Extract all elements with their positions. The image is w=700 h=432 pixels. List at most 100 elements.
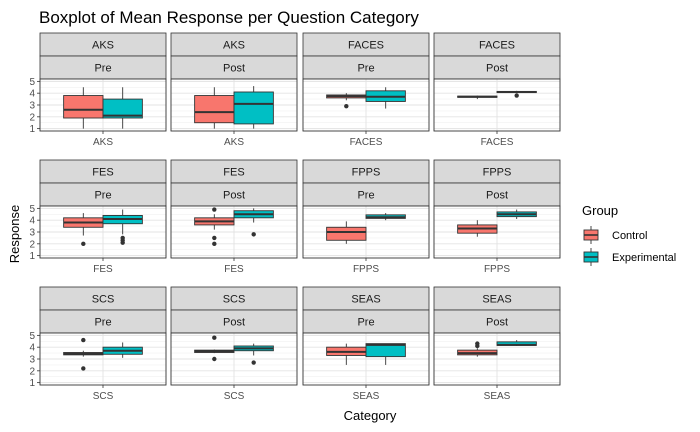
facet-strip-bottom-label: Pre xyxy=(357,317,374,329)
outlier-point xyxy=(212,335,217,340)
facet-panel: AKS Post AKS xyxy=(170,32,298,148)
y-axis-title: Response xyxy=(7,205,22,264)
facet-panel: SEAS Post SEAS xyxy=(433,286,561,402)
x-tick-label: FACES xyxy=(481,137,514,148)
facet-panels: AKSPreAKS12345AKSPostAKSFACESPreFACESFAC… xyxy=(29,32,561,402)
y-tick-label: 2 xyxy=(29,366,35,377)
y-tick-label: 2 xyxy=(29,239,35,250)
x-tick-label: SCS xyxy=(93,391,114,402)
box-iqr xyxy=(102,98,143,119)
x-tick-label: FACES xyxy=(350,137,383,148)
x-tick-label: FES xyxy=(224,264,244,275)
facet-strip-top-label: FACES xyxy=(479,40,515,52)
outlier-point xyxy=(251,232,256,237)
facet-panel: FPPS Post FPPS xyxy=(433,159,561,275)
outlier-point xyxy=(514,93,519,98)
y-tick-label: 4 xyxy=(29,216,35,227)
legend: Group Control Experimental xyxy=(582,203,676,266)
facet-strip-top-label: AKS xyxy=(223,40,245,52)
outlier-point xyxy=(212,235,217,241)
box-experimental xyxy=(233,343,274,365)
facet-strip-top-label: SCS xyxy=(223,294,246,306)
facet-strip-top-label: FES xyxy=(92,167,113,179)
box-iqr xyxy=(194,95,235,124)
box-iqr xyxy=(365,343,406,358)
outlier-point xyxy=(120,240,125,245)
legend-label: Experimental xyxy=(612,252,676,264)
box-experimental xyxy=(233,86,274,129)
facet-panel: FACES Pre FACES xyxy=(302,32,430,148)
x-tick-label: AKS xyxy=(93,137,113,148)
legend-entry-experimental: Experimental xyxy=(583,248,676,266)
chart-title: Boxplot of Mean Response per Question Ca… xyxy=(39,8,419,27)
outlier-point xyxy=(81,241,86,247)
box-iqr xyxy=(326,226,367,241)
facet-strip-top-label: FES xyxy=(223,167,244,179)
box-experimental xyxy=(233,208,274,237)
outlier-point xyxy=(212,207,217,212)
y-tick-label: 1 xyxy=(29,378,35,389)
facet-strip-bottom-label: Post xyxy=(486,63,508,75)
legend-title: Group xyxy=(582,203,618,218)
x-tick-label: FES xyxy=(93,264,113,275)
facet-panel: FACES Post FACES xyxy=(433,32,561,148)
x-tick-label: SEAS xyxy=(353,391,380,402)
facet-strip-bottom-label: Pre xyxy=(357,190,374,202)
x-tick-label: FPPS xyxy=(484,264,510,275)
facet-strip-top-label: FPPS xyxy=(483,167,512,179)
facet-strip-top-label: FPPS xyxy=(352,167,381,179)
box-experimental xyxy=(365,343,406,365)
facet-strip-top-label: SCS xyxy=(92,294,115,306)
box-control xyxy=(326,221,367,244)
y-tick-label: 4 xyxy=(29,89,35,100)
facet-strip-bottom-label: Post xyxy=(223,63,245,75)
box-experimental xyxy=(102,87,143,129)
y-tick-label: 2 xyxy=(29,112,35,123)
legend-entry-control: Control xyxy=(583,226,647,244)
facet-strip-bottom-label: Post xyxy=(223,317,245,329)
y-tick-label: 5 xyxy=(29,331,35,342)
box-control xyxy=(194,87,235,129)
x-tick-label: SCS xyxy=(224,391,245,402)
box-experimental xyxy=(365,87,406,109)
facet-strip-bottom-label: Pre xyxy=(94,317,111,329)
box-experimental xyxy=(102,342,143,358)
y-tick-label: 3 xyxy=(29,355,35,366)
x-tick-label: SEAS xyxy=(484,391,511,402)
facet-strip-bottom-label: Post xyxy=(223,190,245,202)
facet-strip-bottom-label: Pre xyxy=(94,63,111,75)
box-experimental xyxy=(496,340,537,346)
box-control xyxy=(457,220,498,237)
box-control xyxy=(63,337,104,371)
y-tick-label: 5 xyxy=(29,77,35,88)
box-control xyxy=(457,95,498,100)
y-tick-label: 4 xyxy=(29,343,35,354)
x-tick-label: AKS xyxy=(224,137,244,148)
facet-strip-bottom-label: Pre xyxy=(357,63,374,75)
facet-panel: SEAS Pre SEAS xyxy=(302,286,430,402)
outlier-point xyxy=(212,356,217,362)
box-iqr xyxy=(63,95,104,119)
y-tick-label: 3 xyxy=(29,101,35,112)
facet-panel: FES Post FES xyxy=(170,159,298,275)
facet-strip-top-label: AKS xyxy=(92,40,114,52)
outlier-point xyxy=(81,366,86,371)
facet-panel: FPPS Pre FPPS xyxy=(302,159,430,275)
y-tick-label: 1 xyxy=(29,251,35,262)
facet-panel: SCS Post SCS xyxy=(170,286,298,402)
facet-strip-top-label: SEAS xyxy=(482,294,511,306)
x-axis-title: Category xyxy=(344,408,397,423)
box-experimental xyxy=(365,213,406,221)
x-tick-label: FPPS xyxy=(353,264,379,275)
y-tick-label: 5 xyxy=(29,204,35,215)
facet-strip-top-label: FACES xyxy=(348,40,384,52)
box-experimental xyxy=(496,90,537,98)
box-control xyxy=(457,341,498,357)
outlier-point xyxy=(212,241,217,247)
legend-label: Control xyxy=(612,230,647,242)
box-iqr xyxy=(233,91,274,125)
